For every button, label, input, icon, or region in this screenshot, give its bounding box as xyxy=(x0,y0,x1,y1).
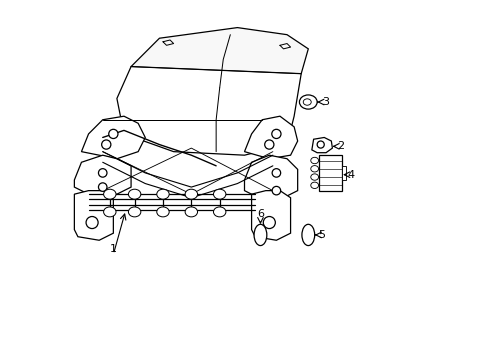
Circle shape xyxy=(317,141,324,148)
Polygon shape xyxy=(244,116,297,159)
Ellipse shape xyxy=(310,166,318,172)
Text: 2: 2 xyxy=(336,141,343,151)
Ellipse shape xyxy=(185,189,197,199)
Ellipse shape xyxy=(157,189,169,199)
Circle shape xyxy=(98,168,107,177)
Ellipse shape xyxy=(103,189,116,199)
Circle shape xyxy=(263,216,275,229)
Polygon shape xyxy=(341,166,346,180)
Ellipse shape xyxy=(310,182,318,189)
Polygon shape xyxy=(81,116,145,159)
Ellipse shape xyxy=(303,99,310,105)
Polygon shape xyxy=(131,28,307,88)
Polygon shape xyxy=(74,191,113,240)
Ellipse shape xyxy=(254,224,266,246)
Polygon shape xyxy=(251,191,290,240)
Ellipse shape xyxy=(128,207,141,217)
Polygon shape xyxy=(244,155,297,198)
Circle shape xyxy=(272,186,280,195)
Polygon shape xyxy=(117,67,301,155)
Circle shape xyxy=(304,100,309,104)
Ellipse shape xyxy=(185,207,197,217)
Ellipse shape xyxy=(310,157,318,164)
Polygon shape xyxy=(311,138,332,153)
Circle shape xyxy=(271,129,281,139)
Ellipse shape xyxy=(213,189,225,199)
Ellipse shape xyxy=(103,207,116,217)
Ellipse shape xyxy=(299,95,317,109)
Text: 5: 5 xyxy=(318,230,325,240)
Circle shape xyxy=(98,183,107,192)
Text: 6: 6 xyxy=(256,209,264,219)
Polygon shape xyxy=(74,155,131,194)
Circle shape xyxy=(264,140,273,149)
Polygon shape xyxy=(318,155,341,191)
Text: 1: 1 xyxy=(110,244,117,254)
Text: 3: 3 xyxy=(322,97,329,107)
Circle shape xyxy=(108,129,118,139)
Circle shape xyxy=(102,140,111,149)
Ellipse shape xyxy=(128,189,141,199)
Ellipse shape xyxy=(301,224,314,246)
Circle shape xyxy=(86,216,98,229)
Ellipse shape xyxy=(310,174,318,180)
Ellipse shape xyxy=(157,207,169,217)
Circle shape xyxy=(272,168,280,177)
Text: 4: 4 xyxy=(346,170,354,180)
Ellipse shape xyxy=(213,207,225,217)
